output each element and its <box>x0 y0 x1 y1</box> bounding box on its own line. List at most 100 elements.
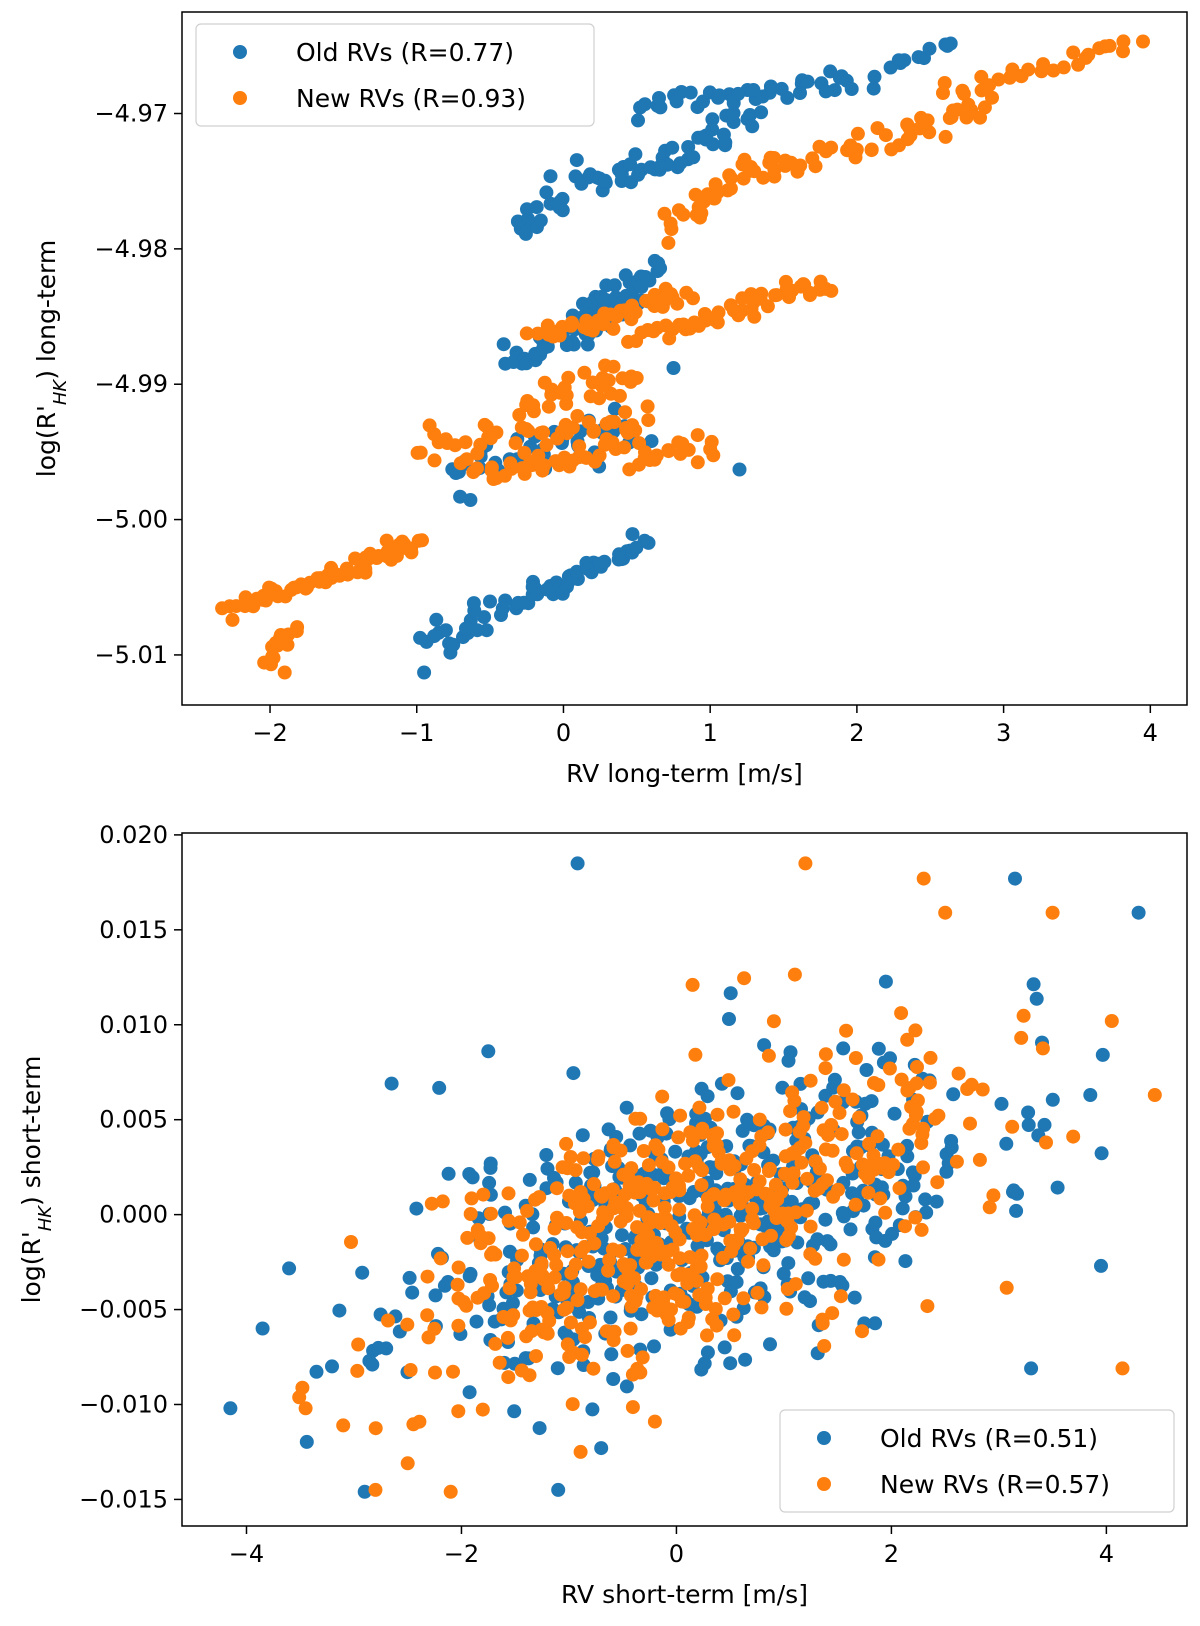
new-rv-point <box>785 1085 800 1100</box>
new-rv-point <box>920 113 935 128</box>
new-rv-point <box>475 1402 490 1417</box>
new-rv-point <box>781 1228 796 1243</box>
new-rv-point <box>605 1182 620 1197</box>
new-rv-point <box>741 1254 755 1269</box>
new-rv-point <box>836 1083 851 1098</box>
old-rv-point <box>994 1096 1009 1111</box>
new-rv-point <box>836 1252 851 1267</box>
new-rv-point <box>489 425 504 440</box>
old-rv-point <box>409 1201 424 1216</box>
new-rv-point <box>592 391 607 406</box>
new-rv-point <box>1066 1129 1081 1144</box>
new-rv-point <box>568 1163 583 1178</box>
old-rv-point <box>836 1209 851 1224</box>
new-rv-point <box>440 436 455 450</box>
new-rv-point <box>671 435 686 450</box>
new-rv-point <box>681 442 696 457</box>
old-rv-point <box>566 1066 581 1081</box>
old-rv-point <box>1045 1092 1060 1107</box>
old-rv-point <box>1021 1105 1036 1120</box>
new-rv-point <box>710 1107 725 1122</box>
new-rv-point <box>681 1310 696 1325</box>
old-rv-point <box>666 361 681 375</box>
old-rv-point <box>1029 991 1044 1006</box>
new-rv-point <box>707 1187 721 1202</box>
new-rv-point <box>845 1092 860 1107</box>
new-rv-point <box>672 317 687 332</box>
new-rv-point <box>573 1444 588 1459</box>
new-rv-point <box>601 373 616 388</box>
new-rv-point <box>695 1163 709 1178</box>
new-rv-point <box>623 1321 638 1336</box>
new-rv-point <box>523 1276 538 1291</box>
new-rv-point <box>710 1272 725 1287</box>
old-rv-point <box>1009 1203 1024 1218</box>
bottom-x-axis: −4 −2 0 2 4 <box>229 1526 1114 1568</box>
new-rv-point <box>578 1330 592 1345</box>
new-rv-point <box>761 1048 776 1063</box>
old-rv-point <box>575 1128 590 1143</box>
new-rv-point <box>812 1161 827 1176</box>
new-rv-point <box>816 1123 831 1138</box>
new-rv-point <box>627 1271 642 1286</box>
old-rv-point <box>357 1484 372 1499</box>
new-rv-point <box>669 1179 683 1194</box>
old-rv-point <box>603 1310 618 1325</box>
new-rv-point <box>559 426 574 441</box>
new-rv-point <box>470 461 484 476</box>
old-rv-point <box>462 1167 477 1181</box>
new-rv-point <box>400 1317 415 1332</box>
new-rv-point <box>724 1244 739 1259</box>
old-rv-point <box>1083 1088 1098 1102</box>
old-rv-point <box>606 1372 621 1386</box>
new-rv-point <box>894 1006 909 1021</box>
new-rv-point <box>787 967 802 982</box>
new-rv-point <box>222 599 237 614</box>
top-y-axis-label: log(R'HK) long-term <box>32 240 71 478</box>
y-tick-label: −4.99 <box>94 370 168 398</box>
new-rv-point <box>849 1146 864 1161</box>
new-rv-point <box>726 1307 741 1322</box>
new-rv-point <box>286 580 301 595</box>
new-rv-point <box>500 1330 515 1345</box>
old-rv-point <box>922 41 937 56</box>
new-rv-point <box>938 129 953 144</box>
new-rv-point <box>289 624 304 639</box>
new-rv-point <box>703 442 718 457</box>
new-rv-point <box>736 1291 751 1306</box>
new-rv-point <box>800 1171 815 1186</box>
old-rv-point <box>738 1352 753 1367</box>
new-rv-point <box>951 1066 966 1081</box>
new-rv-point <box>950 102 965 117</box>
new-rv-point <box>647 452 662 467</box>
new-rv-point <box>602 1253 617 1268</box>
old-rv-point <box>428 1288 443 1303</box>
top-y-label-sub: HK <box>50 379 71 406</box>
old-rv-point <box>641 535 656 550</box>
new-rv-point <box>848 1051 863 1065</box>
new-rv-point <box>964 1077 979 1092</box>
new-rv-point <box>808 1251 823 1266</box>
new-rv-point <box>694 1248 709 1263</box>
new-rv-point <box>687 315 702 330</box>
old-rv-point <box>1021 1118 1036 1132</box>
new-rv-point <box>726 1104 741 1119</box>
new-rv-point <box>594 1282 609 1297</box>
new-rv-point <box>900 117 915 132</box>
old-rv-point <box>722 1012 736 1026</box>
new-rv-point <box>420 1308 435 1323</box>
new-rv-point <box>756 170 771 185</box>
new-rv-point <box>878 128 893 143</box>
new-rv-point <box>503 1313 518 1328</box>
old-rv-point <box>999 1136 1014 1151</box>
old-rv-point <box>432 1080 447 1095</box>
old-rv-point <box>495 601 510 616</box>
new-rv-point <box>350 1363 365 1378</box>
new-rv-point <box>502 1281 517 1296</box>
old-rv-point <box>717 1340 732 1355</box>
new-rv-point <box>625 1400 640 1415</box>
new-rv-point <box>562 1188 577 1203</box>
new-rv-point <box>778 1149 793 1164</box>
old-rv-point <box>511 595 526 610</box>
new-rv-point <box>673 1108 688 1123</box>
